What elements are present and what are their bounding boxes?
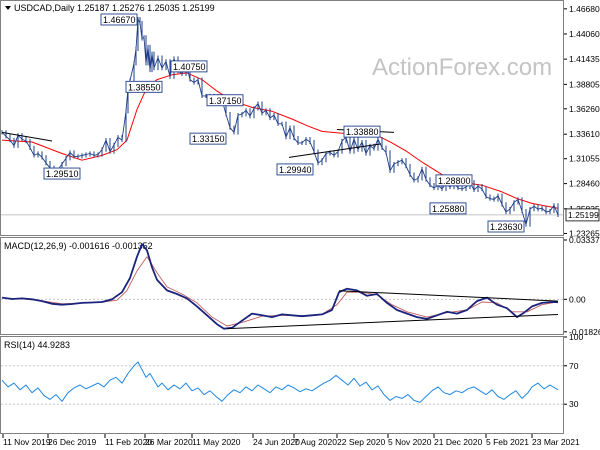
macd-tick-label: 0.03337 xyxy=(569,235,600,245)
price-trendline xyxy=(288,143,382,158)
price-tick-label: 1.44060 xyxy=(569,29,600,39)
price-tick-label: 1.28460 xyxy=(569,179,600,189)
price-tick-label: 1.31055 xyxy=(569,154,600,164)
macd-axis: 0.03337 0.00 -0.018262 xyxy=(564,235,600,337)
price-annotation-text: 1.29940 xyxy=(279,165,312,175)
price-line xyxy=(1,18,559,225)
dropdown-arrow-icon[interactable] xyxy=(5,6,11,10)
macd-panel-title: MACD(12,26,9) -0.001616 -0.001352 xyxy=(4,241,153,251)
price-tick-label: 1.36260 xyxy=(569,104,600,114)
rsi-panel-title: RSI(14) 44.9283 xyxy=(4,340,70,350)
date-tick-label: 24 Jun 2020 xyxy=(253,437,300,447)
price-annotation-text: 1.33880 xyxy=(346,127,379,137)
price-tick-label: 1.46680 xyxy=(569,4,600,14)
macd-trendline xyxy=(226,313,559,330)
price-annotation: 1.23630 xyxy=(487,220,525,233)
price-annotation-text: 1.33150 xyxy=(192,134,225,144)
price-tick-label: 1.38805 xyxy=(569,79,600,89)
date-tick-label: 21 Dec 2020 xyxy=(434,437,482,447)
price-annotation-text: 1.38550 xyxy=(128,82,161,92)
rsi-plot xyxy=(1,361,563,405)
macd-trendline xyxy=(338,290,559,302)
date-tick-label: 22 Sep 2020 xyxy=(337,437,385,447)
date-tick-label: 26 Mar 2020 xyxy=(145,437,193,447)
date-tick-label: 11 May 2020 xyxy=(192,437,241,447)
price-annotation: 1.37150 xyxy=(206,94,244,107)
price-tick-label: 1.23265 xyxy=(569,228,600,238)
price-panel-title: USDCAD,Daily 1.25187 1.25276 1.25035 1.2… xyxy=(14,3,215,13)
date-tick-label: 7 Aug 2020 xyxy=(294,437,337,447)
price-plot: 1.46670 1.38550 1.40750 1.37150 1.33150 1.295… xyxy=(1,13,563,233)
date-tick-label: 23 Mar 2021 xyxy=(532,437,580,447)
macd-tick-label: -0.018262 xyxy=(569,327,600,337)
price-annotation-text: 1.28800 xyxy=(438,176,471,186)
price-annotation-text: 1.29510 xyxy=(46,169,79,179)
rsi-tick-label: 100 xyxy=(569,332,583,342)
price-annotation: 1.33150 xyxy=(189,132,227,145)
price-annotation: 1.29940 xyxy=(276,163,314,176)
rsi-tick-label: 30 xyxy=(569,399,579,409)
macd-panel xyxy=(0,237,564,335)
current-price-tag: 1.25199 xyxy=(565,208,600,222)
price-annotation: 1.28800 xyxy=(435,174,473,187)
watermark: ActionForex.com xyxy=(372,54,552,81)
rsi-tick-label: 70 xyxy=(569,361,579,371)
price-panel xyxy=(0,0,564,236)
price-trendline xyxy=(1,131,53,142)
current-price-text: 1.25199 xyxy=(568,210,599,220)
date-tick-label: 11 Nov 2019 xyxy=(3,437,51,447)
price-annotation-text: 1.46670 xyxy=(103,15,136,25)
price-annotation: 1.25880 xyxy=(429,202,467,215)
price-annotation: 1.40750 xyxy=(170,60,208,73)
date-tick-label: 11 Feb 2020 xyxy=(105,437,152,447)
date-tick-label: 5 Nov 2020 xyxy=(388,437,432,447)
price-annotation: 1.38550 xyxy=(125,80,163,93)
price-annotation-text: 1.25880 xyxy=(432,204,465,214)
price-tick-label: 1.33610 xyxy=(569,129,600,139)
price-annotation: 1.29510 xyxy=(43,167,81,180)
macd-tick-label: 0.00 xyxy=(569,294,586,304)
price-annotation-text: 1.40750 xyxy=(173,62,206,72)
price-annotation-text: 1.23630 xyxy=(490,222,523,232)
date-tick-label: 26 Dec 2019 xyxy=(48,437,96,447)
price-annotation: 1.33880 xyxy=(343,125,381,138)
price-axis: 1.46680 1.44060 1.41435 1.38805 1.36260 1.336… xyxy=(564,4,600,238)
macd-plot xyxy=(1,243,563,330)
price-annotation-text: 1.37150 xyxy=(209,96,242,106)
price-tick-label: 1.41435 xyxy=(569,54,600,64)
rsi-panel xyxy=(0,336,564,434)
rsi-line xyxy=(1,361,559,403)
price-annotation: 1.46670 xyxy=(100,13,138,26)
macd-line xyxy=(1,243,559,330)
rsi-axis: 100 70 30 xyxy=(564,332,583,409)
date-tick-label: 5 Feb 2021 xyxy=(486,437,529,447)
